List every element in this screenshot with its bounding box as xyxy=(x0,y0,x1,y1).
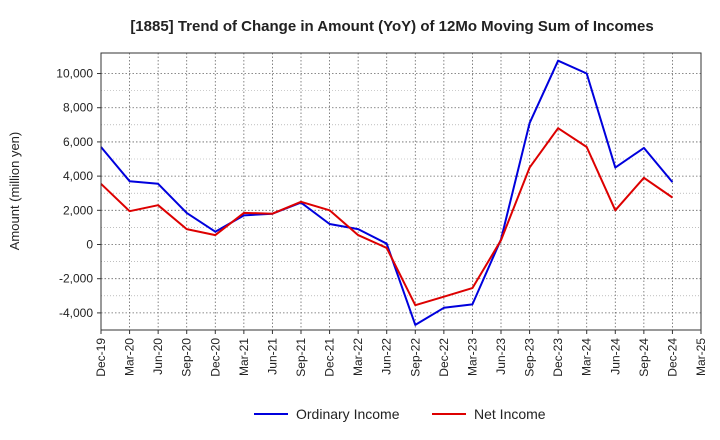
x-tick-label: Mar-25 xyxy=(694,338,708,376)
x-tick-label: Mar-21 xyxy=(237,338,251,376)
x-tick-label: Mar-20 xyxy=(123,338,137,376)
x-tick-label: Sep-23 xyxy=(523,338,537,377)
y-tick-label: 8,000 xyxy=(63,101,93,115)
series-line-ordinary-income xyxy=(100,59,674,326)
x-tick-label: Dec-22 xyxy=(437,338,451,377)
legend: Ordinary Income Net Income xyxy=(254,406,546,422)
series-lines xyxy=(100,59,674,326)
y-tick-label: 2,000 xyxy=(63,203,93,217)
legend-label-ordinary-income: Ordinary Income xyxy=(296,406,400,422)
x-tick-label: Dec-21 xyxy=(323,338,337,377)
x-tick-label: Mar-23 xyxy=(465,338,479,376)
x-tick-label: Dec-23 xyxy=(551,338,565,377)
series-line-net-income xyxy=(100,127,673,307)
x-tick-label: Sep-20 xyxy=(180,338,194,377)
y-tick-label: 4,000 xyxy=(63,169,93,183)
y-tick-label: 0 xyxy=(86,238,93,252)
y-axis: -4,000 -2,000 0 2,000 4,000 6,000 8,000 10,000 xyxy=(56,67,101,320)
x-tick-label: Jun-20 xyxy=(151,338,165,375)
x-tick-label: Jun-24 xyxy=(608,338,622,375)
x-tick-label: Sep-21 xyxy=(294,338,308,377)
y-tick-label: 10,000 xyxy=(56,67,93,81)
x-tick-label: Dec-24 xyxy=(665,338,679,377)
y-tick-label: -4,000 xyxy=(59,306,93,320)
legend-label-net-income: Net Income xyxy=(474,406,546,422)
x-tick-label: Jun-23 xyxy=(494,338,508,375)
x-tick-label: Sep-22 xyxy=(408,338,422,377)
x-tick-label: Sep-24 xyxy=(637,338,651,377)
grid xyxy=(101,53,701,330)
y-axis-label: Amount (million yen) xyxy=(7,132,22,251)
x-axis: Dec-19 Mar-20 Jun-20 Sep-20 Dec-20 Mar-21 Jun-… xyxy=(94,330,708,377)
chart-title: [1885] Trend of Change in Amount (YoY) o… xyxy=(130,18,653,35)
y-tick-label: 6,000 xyxy=(63,135,93,149)
plot-frame xyxy=(100,52,702,331)
x-tick-label: Dec-20 xyxy=(208,338,222,377)
y-tick-label: -2,000 xyxy=(59,272,93,286)
x-tick-label: Jun-21 xyxy=(265,338,279,375)
x-tick-label: Mar-24 xyxy=(580,338,594,376)
plot-area xyxy=(101,53,701,330)
x-tick-label: Mar-22 xyxy=(351,338,365,376)
x-tick-label: Jun-22 xyxy=(380,338,394,375)
x-tick-label: Dec-19 xyxy=(94,338,108,377)
